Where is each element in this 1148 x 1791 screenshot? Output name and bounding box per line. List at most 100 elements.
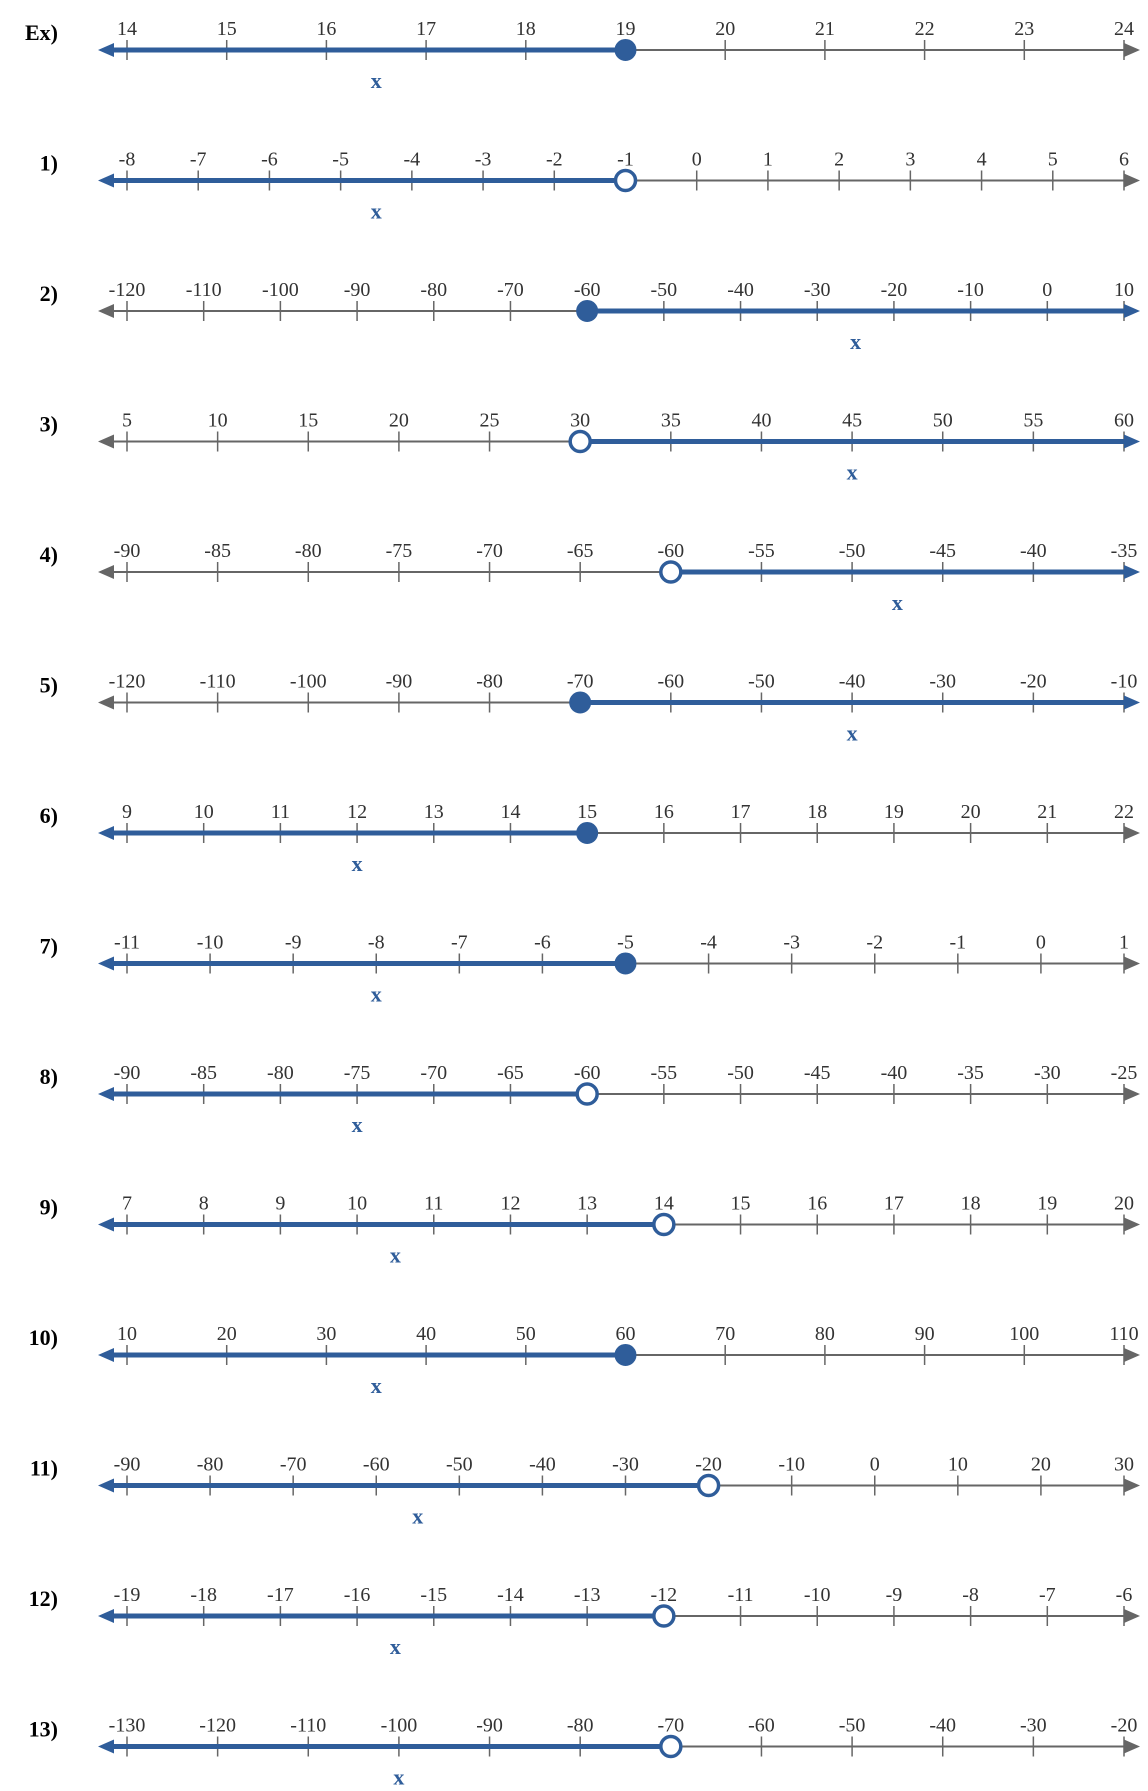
right-arrowhead — [1124, 826, 1140, 840]
tick-label: -35 — [957, 1062, 984, 1084]
tick-label: 2 — [834, 149, 844, 171]
tick-label: -90 — [476, 1715, 503, 1737]
problem-label: 13) — [29, 1717, 58, 1742]
number-line-problem: 12) -19 -18 -17 -16 -15 -14 -13 -12 -11 -10 -9 -8 -7 -… — [29, 1584, 1140, 1659]
left-arrowhead — [98, 1087, 114, 1101]
open-endpoint — [659, 1734, 683, 1759]
tick-label: -70 — [420, 1062, 447, 1084]
open-endpoint — [575, 1082, 599, 1106]
tick-label: -90 — [386, 671, 413, 693]
tick-label: -18 — [190, 1584, 217, 1606]
tick-label: 18 — [807, 801, 827, 823]
tick-label: -30 — [1034, 1062, 1061, 1084]
tick-label: -120 — [109, 671, 146, 693]
tick-label: 16 — [316, 18, 336, 40]
tick-label: -70 — [567, 671, 594, 693]
tick-label: -50 — [446, 1454, 473, 1476]
tick-label: 17 — [416, 18, 436, 40]
tick-label: -85 — [204, 540, 231, 562]
tick-label: -1 — [617, 149, 634, 171]
tick-label: -80 — [197, 1454, 224, 1476]
tick-label: -45 — [804, 1062, 831, 1084]
tick-label: -40 — [881, 1062, 908, 1084]
tick-label: -7 — [1039, 1584, 1056, 1606]
tick-label: 5 — [1048, 149, 1058, 171]
open-endpoint — [652, 1212, 676, 1237]
tick-label: -2 — [546, 149, 563, 171]
right-arrowhead — [1124, 956, 1140, 971]
tick-label: 0 — [692, 149, 702, 171]
variable-label: x — [371, 199, 382, 224]
tick-label: -90 — [114, 540, 141, 562]
tick-label: 40 — [751, 410, 771, 432]
tick-label: 50 — [933, 410, 953, 432]
tick-label: 15 — [577, 801, 597, 823]
tick-label: 12 — [347, 801, 367, 823]
tick-label: 1 — [763, 149, 773, 171]
tick-label: -40 — [839, 671, 866, 693]
tick-label: -70 — [657, 1715, 684, 1737]
tick-label: -13 — [574, 1584, 601, 1606]
tick-label: -90 — [344, 279, 371, 301]
left-arrowhead — [98, 695, 114, 710]
right-arrowhead — [1124, 695, 1140, 710]
problem-label: 10) — [29, 1325, 58, 1350]
tick-label: -3 — [475, 149, 492, 171]
tick-label: -6 — [1116, 1584, 1133, 1606]
right-arrowhead — [1124, 1478, 1140, 1493]
tick-label: -20 — [1020, 671, 1047, 693]
problem-label: 9) — [40, 1195, 58, 1220]
tick-label: -10 — [778, 1454, 805, 1476]
tick-label: 19 — [884, 801, 904, 823]
variable-label: x — [371, 68, 382, 93]
right-arrowhead — [1124, 1739, 1140, 1754]
right-arrowhead — [1124, 1609, 1140, 1623]
variable-label: x — [847, 460, 858, 485]
tick-label: 60 — [616, 1323, 636, 1345]
tick-label: -10 — [197, 932, 224, 954]
left-arrowhead — [98, 1348, 114, 1362]
tick-label: -16 — [344, 1584, 371, 1606]
left-arrowhead — [98, 565, 114, 579]
tick-label: -50 — [839, 540, 866, 562]
tick-label: 14 — [117, 18, 137, 40]
left-arrowhead — [98, 1609, 114, 1623]
tick-label: -10 — [804, 1584, 831, 1606]
problem-label: 6) — [40, 803, 58, 828]
tick-label: -80 — [476, 671, 503, 693]
tick-label: -12 — [651, 1584, 678, 1606]
tick-label: -30 — [612, 1454, 639, 1476]
number-line-problem: 6) 9 10 11 12 13 14 15 16 17 18 19 20 21 22 x — [40, 801, 1140, 876]
left-arrowhead — [98, 43, 114, 57]
tick-label: 15 — [217, 18, 237, 40]
tick-label: 110 — [1109, 1323, 1138, 1345]
tick-label: -3 — [783, 932, 800, 954]
tick-label: 13 — [577, 1193, 597, 1215]
tick-label: -130 — [109, 1715, 146, 1737]
tick-label: -80 — [295, 540, 322, 562]
tick-label: 19 — [1037, 1193, 1057, 1215]
tick-label: -120 — [199, 1715, 236, 1737]
tick-label: 14 — [654, 1193, 674, 1215]
open-endpoint — [659, 560, 683, 584]
number-line-problem: 4) -90 -85 -80 -75 -70 -65 -60 -55 -50 -45 -40 -35 x — [40, 540, 1140, 615]
number-line-problem: Ex) 14 15 16 17 18 19 20 21 22 23 24 x — [25, 18, 1140, 93]
tick-label: 30 — [570, 410, 590, 432]
tick-label: -7 — [190, 149, 207, 171]
number-line-problem: 1) -8 -7 -6 -5 -4 -3 -2 -1 0 1 2 3 4 5 6 x — [40, 149, 1140, 224]
tick-label: 80 — [815, 1323, 835, 1345]
problem-label: Ex) — [25, 20, 58, 45]
variable-label: x — [393, 1765, 404, 1790]
open-endpoint — [696, 1473, 721, 1498]
tick-label: -110 — [200, 671, 236, 693]
tick-label: -11 — [728, 1584, 754, 1606]
tick-label: -8 — [368, 932, 385, 954]
tick-label: -25 — [1111, 1062, 1138, 1084]
tick-label: -65 — [567, 540, 594, 562]
problem-label: 8) — [40, 1064, 58, 1089]
tick-label: -50 — [727, 1062, 754, 1084]
tick-label: -60 — [574, 1062, 601, 1084]
number-line-problem: 11) -90 -80 -70 -60 -50 -40 -30 -20 -10 0 10 20 30 x — [30, 1454, 1140, 1529]
tick-label: -50 — [651, 279, 678, 301]
